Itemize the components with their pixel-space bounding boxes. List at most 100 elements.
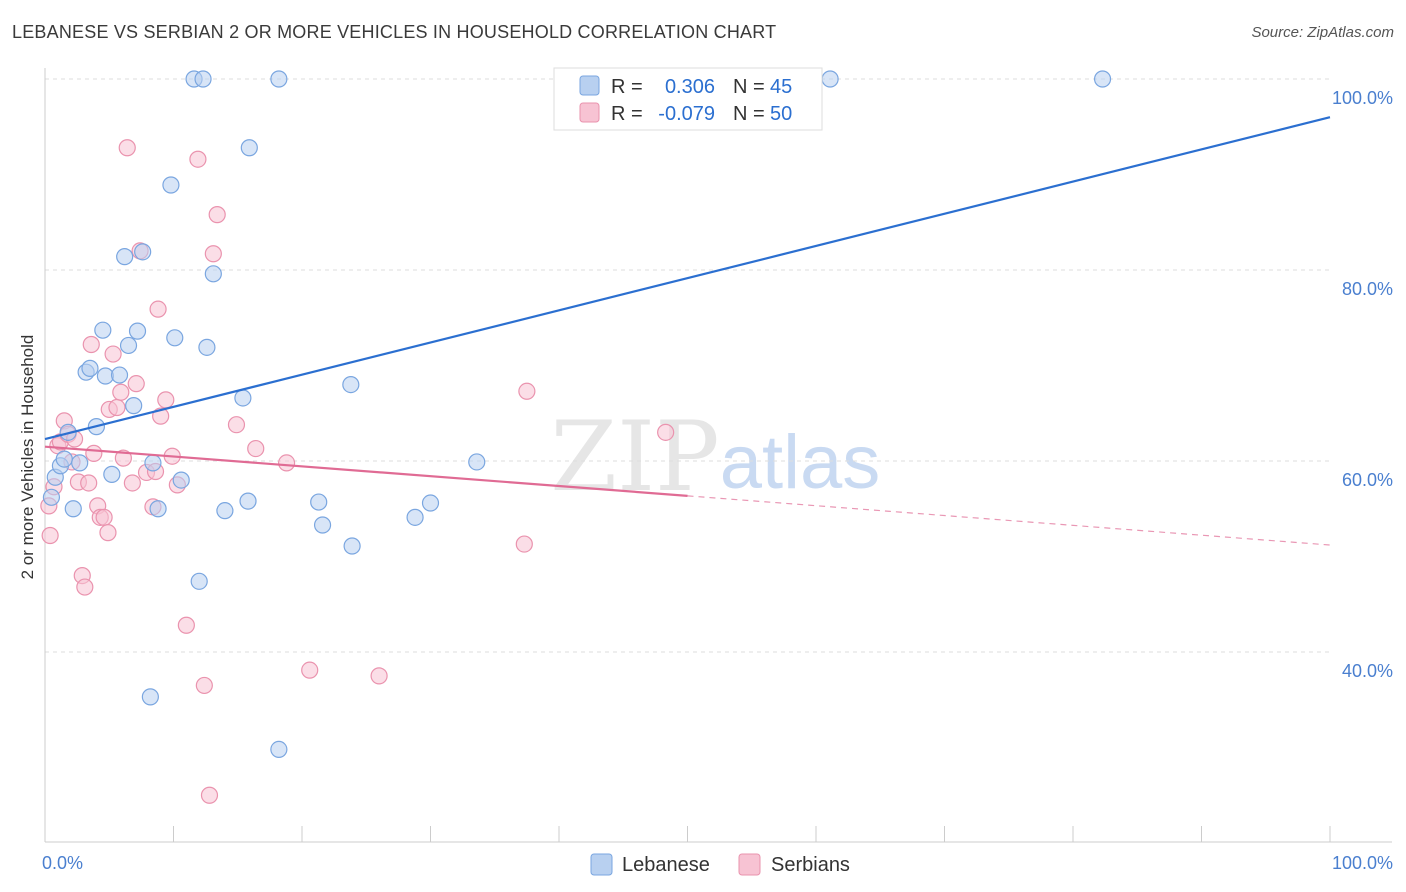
lebanese-point-22 bbox=[162, 176, 180, 194]
lebanese-r-value: 0.306 bbox=[665, 76, 715, 98]
lebanese-point-38 bbox=[343, 537, 361, 555]
stats-legend: R = 0.306 N = 45 R = -0.079 N = 50 bbox=[553, 67, 823, 131]
serbians-point-17 bbox=[95, 508, 113, 526]
lebanese-point-43 bbox=[821, 70, 839, 88]
lebanese-point-32 bbox=[239, 492, 257, 510]
lebanese-point-17 bbox=[128, 322, 147, 340]
serbians-point-11 bbox=[76, 578, 94, 596]
legend-swatch-lebanese bbox=[590, 853, 613, 876]
serbians-point-13 bbox=[82, 335, 100, 354]
lebanese-n-value: 45 bbox=[770, 76, 792, 98]
serbians-point-34 bbox=[177, 616, 195, 634]
serbians-point-37 bbox=[200, 786, 219, 804]
lebanese-point-41 bbox=[421, 494, 440, 512]
serbians-point-30 bbox=[149, 300, 167, 318]
lebanese-points bbox=[42, 70, 1112, 759]
serbians-trend-extension bbox=[687, 495, 1331, 546]
serbians-point-19 bbox=[104, 345, 122, 363]
legend-swatch-serbians bbox=[738, 853, 761, 876]
trend-lines bbox=[44, 116, 1331, 546]
axes bbox=[44, 68, 1392, 843]
lebanese-point-42 bbox=[468, 453, 486, 471]
lebanese-point-13 bbox=[110, 366, 129, 384]
lebanese-point-15 bbox=[119, 336, 138, 355]
serbians-n-label: N = bbox=[733, 103, 765, 125]
serbians-point-12 bbox=[80, 474, 98, 492]
serbians-r-value: -0.079 bbox=[658, 103, 715, 125]
serbians-point-21 bbox=[112, 383, 130, 401]
lebanese-point-23 bbox=[166, 329, 184, 347]
lebanese-point-3 bbox=[55, 450, 73, 468]
serbians-point-23 bbox=[118, 139, 136, 157]
lebanese-point-28 bbox=[198, 338, 216, 356]
serbians-point-41 bbox=[247, 439, 265, 458]
lebanese-point-29 bbox=[204, 265, 222, 283]
serbians-legend-swatch bbox=[579, 102, 600, 123]
serbians-point-24 bbox=[123, 474, 141, 492]
serbians-point-45 bbox=[515, 535, 533, 553]
lebanese-point-31 bbox=[234, 389, 252, 407]
y-tick-label-3: 40.0% bbox=[1342, 661, 1393, 681]
lebanese-point-19 bbox=[141, 688, 159, 706]
serbians-point-25 bbox=[127, 375, 145, 393]
lebanese-point-5 bbox=[64, 500, 82, 518]
lebanese-n-label: N = bbox=[733, 76, 765, 98]
y-tick-label-2: 60.0% bbox=[1342, 470, 1393, 490]
lebanese-point-34 bbox=[270, 70, 288, 88]
chart-title: LEBANESE VS SERBIAN 2 OR MORE VEHICLES I… bbox=[12, 22, 777, 42]
chart-source: Source: ZipAtlas.com bbox=[1251, 24, 1394, 41]
y-tick-label-0: 100.0% bbox=[1332, 88, 1393, 108]
lebanese-point-24 bbox=[172, 471, 190, 489]
lebanese-point-6 bbox=[71, 454, 89, 472]
lebanese-point-39 bbox=[342, 376, 360, 394]
lebanese-point-33 bbox=[240, 139, 258, 157]
lebanese-point-36 bbox=[310, 493, 328, 511]
serbians-point-32 bbox=[157, 391, 175, 409]
lebanese-point-37 bbox=[313, 516, 332, 534]
serbians-point-22 bbox=[114, 449, 132, 467]
serbians-point-14 bbox=[85, 444, 103, 462]
lebanese-point-30 bbox=[216, 502, 234, 520]
serbians-point-40 bbox=[227, 416, 246, 434]
lebanese-point-10 bbox=[94, 321, 112, 339]
legend-label-serbians: Serbians bbox=[771, 854, 850, 876]
serbians-point-38 bbox=[204, 245, 222, 263]
lebanese-point-27 bbox=[194, 70, 212, 88]
x-tick-label-start: 0.0% bbox=[42, 853, 83, 873]
serbians-point-39 bbox=[208, 206, 226, 224]
serbians-n-value: 50 bbox=[770, 103, 792, 125]
x-tick-label-end: 100.0% bbox=[1332, 853, 1393, 873]
lebanese-point-21 bbox=[149, 500, 167, 518]
serbians-point-46 bbox=[518, 382, 536, 400]
watermark-atlas: atlas bbox=[720, 420, 881, 505]
lebanese-point-0 bbox=[42, 488, 61, 506]
zipatlas-watermark: ZIP atlas bbox=[550, 401, 880, 513]
y-tick-label-1: 80.0% bbox=[1342, 279, 1393, 299]
serbians-point-44 bbox=[370, 667, 388, 685]
serbians-point-20 bbox=[108, 398, 126, 417]
lebanese-legend-swatch bbox=[579, 75, 600, 96]
serbians-point-43 bbox=[301, 661, 319, 679]
serbians-point-1 bbox=[41, 526, 59, 545]
lebanese-point-12 bbox=[103, 465, 121, 483]
lebanese-point-8 bbox=[81, 359, 99, 377]
lebanese-point-26 bbox=[190, 572, 208, 590]
lebanese-point-18 bbox=[134, 243, 152, 261]
lebanese-r-label: R = bbox=[611, 76, 643, 98]
lebanese-point-16 bbox=[125, 397, 143, 415]
serbians-point-36 bbox=[195, 676, 213, 695]
serbians-point-47 bbox=[657, 423, 675, 441]
series-legend: Lebanese Serbians bbox=[590, 853, 850, 876]
serbians-point-42 bbox=[277, 454, 296, 472]
serbians-point-48 bbox=[99, 524, 117, 542]
lebanese-point-35 bbox=[270, 740, 288, 759]
lebanese-point-40 bbox=[406, 508, 424, 526]
serbians-point-35 bbox=[189, 150, 207, 168]
serbians-r-label: R = bbox=[611, 103, 643, 125]
lebanese-trend-line bbox=[44, 116, 1331, 441]
serbians-trend-line bbox=[44, 445, 688, 497]
lebanese-point-14 bbox=[116, 248, 134, 266]
lebanese-point-20 bbox=[144, 454, 162, 472]
legend-label-lebanese: Lebanese bbox=[622, 854, 710, 876]
